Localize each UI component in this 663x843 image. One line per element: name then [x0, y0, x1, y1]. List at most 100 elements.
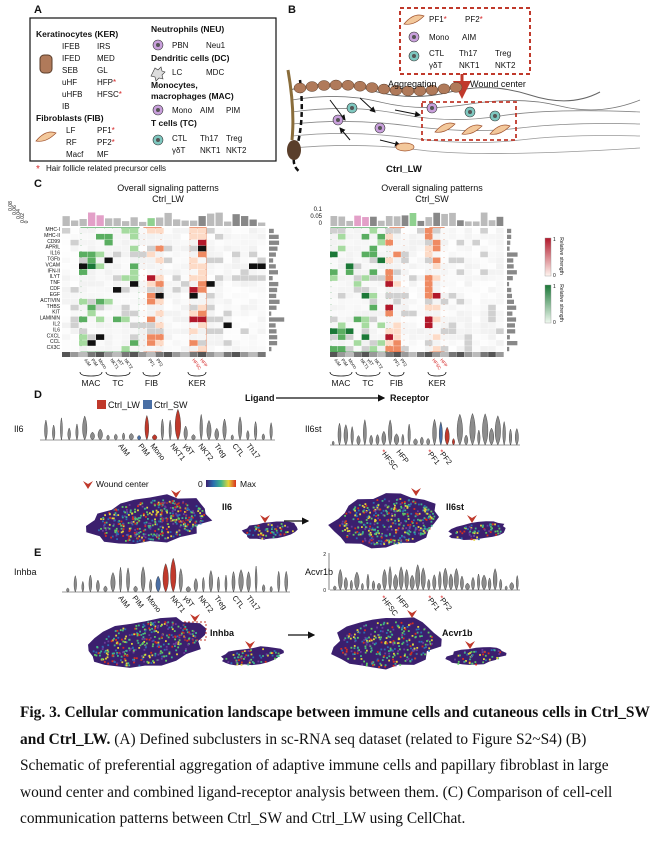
- label: KIT: [52, 310, 60, 316]
- spot: [468, 533, 471, 536]
- spot: [392, 628, 395, 631]
- spot: [151, 627, 154, 630]
- spot: [414, 526, 417, 529]
- label: MED: [97, 54, 115, 63]
- heatmap-cell: [130, 340, 139, 346]
- heatmap-cell: [472, 263, 480, 270]
- spot: [271, 531, 273, 533]
- heatmap-cell: [155, 233, 164, 240]
- heatmap-cell: [257, 340, 266, 346]
- spot: [185, 517, 187, 520]
- spot: [361, 663, 363, 666]
- spot: [193, 630, 195, 633]
- heatmap-cell: [353, 263, 362, 270]
- heatmap-cell: [385, 251, 393, 258]
- spot: [131, 523, 134, 526]
- spot: [408, 499, 411, 501]
- column-strip: [87, 352, 96, 357]
- heatmap-cell: [257, 310, 266, 317]
- violin: [261, 433, 265, 441]
- spot: [116, 538, 118, 541]
- spot: [181, 517, 184, 519]
- spot: [169, 506, 172, 509]
- label: uHF: [62, 78, 77, 87]
- epidermal-cell: [293, 82, 307, 94]
- spot: [94, 654, 96, 656]
- spot: [398, 508, 401, 511]
- spot: [157, 641, 160, 644]
- heatmap-cell: [440, 287, 449, 293]
- heatmap-cell: [62, 322, 71, 329]
- heatmap-cell: [456, 304, 465, 311]
- spot: [387, 518, 390, 521]
- wound-arrow: [467, 515, 477, 523]
- spot: [161, 651, 164, 654]
- spot: [394, 529, 397, 531]
- spot: [169, 516, 172, 519]
- heatmap-cell: [456, 310, 465, 317]
- spot: [432, 518, 435, 520]
- spot: [409, 531, 412, 533]
- heatmap-cell: [361, 346, 370, 352]
- spot: [469, 658, 471, 661]
- spot: [417, 518, 419, 521]
- column-strip: [79, 352, 88, 357]
- spot: [384, 539, 387, 542]
- spot: [382, 513, 385, 516]
- row-bar: [507, 335, 510, 340]
- heatmap-cell: [361, 233, 370, 240]
- spot: [381, 626, 384, 629]
- heatmap-cell: [432, 316, 441, 323]
- row-bar: [507, 346, 510, 352]
- heatmap-cell: [223, 334, 232, 340]
- heatmap-cell: [164, 269, 173, 275]
- heatmap-cell: [96, 269, 105, 275]
- heatmap-cell: [440, 269, 449, 275]
- spot: [150, 533, 153, 536]
- heatmap-cell: [147, 233, 156, 240]
- spot: [112, 653, 114, 656]
- heatmap-cell: [113, 245, 122, 252]
- spot: [194, 521, 197, 524]
- spot: [408, 527, 411, 530]
- heatmap-cell: [79, 233, 88, 240]
- heatmap-cell: [104, 322, 113, 329]
- marker: *: [436, 594, 445, 602]
- spot: [457, 660, 460, 663]
- label: AIM: [333, 358, 342, 368]
- spot: [474, 527, 477, 530]
- heatmap-cell: [104, 316, 113, 323]
- spot: [380, 512, 383, 515]
- heatmap-cell: [138, 298, 147, 305]
- heatmap-cell: [87, 263, 96, 270]
- heatmap-cell: [377, 275, 386, 281]
- spot: [399, 537, 401, 539]
- heatmap-cell: [417, 322, 425, 329]
- violin: [73, 575, 77, 593]
- spot: [150, 662, 153, 664]
- spot: [182, 524, 185, 527]
- heatmap-cell: [448, 228, 457, 234]
- label: SEB: [62, 66, 78, 75]
- spot: [142, 636, 145, 639]
- heatmap-cell: [440, 233, 449, 240]
- spot: [397, 650, 400, 652]
- column-strip: [361, 352, 370, 357]
- heatmap-cell: [198, 245, 207, 252]
- heatmap-cell: [138, 228, 147, 234]
- heatmap-cell: [464, 233, 473, 240]
- heatmap-cell: [432, 340, 441, 346]
- spot: [107, 635, 110, 638]
- heatmap-cell: [496, 275, 504, 281]
- heatmap-cell: [488, 322, 496, 329]
- label: AIM: [116, 442, 131, 458]
- spot: [244, 656, 246, 659]
- heatmap-cell: [189, 233, 198, 240]
- heatmap-cell: [480, 304, 488, 311]
- spot: [372, 638, 375, 641]
- spot: [178, 533, 181, 536]
- spot: [169, 517, 172, 520]
- heatmap-cell: [393, 239, 401, 246]
- spot: [186, 523, 189, 526]
- heatmap-cell: [353, 328, 362, 334]
